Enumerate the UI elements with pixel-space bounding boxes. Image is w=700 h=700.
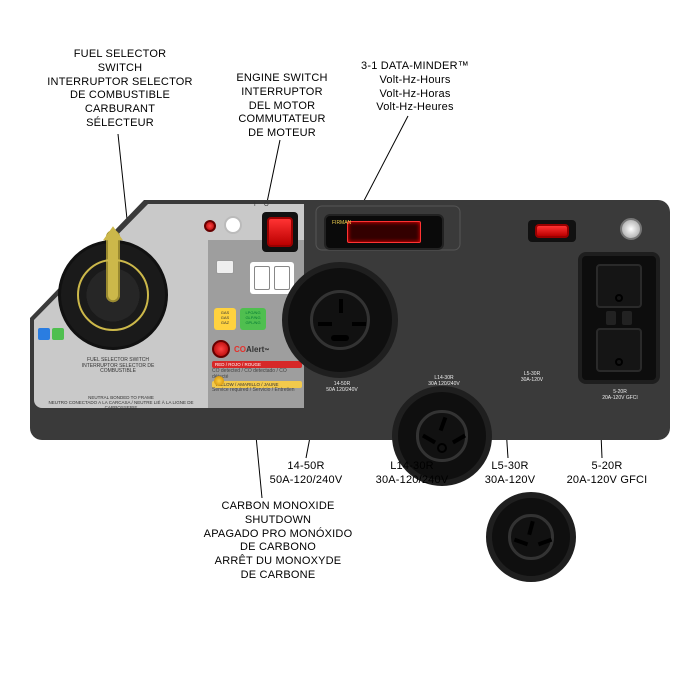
battery-icon: [216, 260, 234, 274]
co-alert-button[interactable]: [212, 340, 230, 358]
outlet-14-50r-label: 14-50R50A 120/240V: [298, 382, 386, 393]
amber-led-icon: [214, 376, 224, 386]
label-fuel-selector: FUEL SELECTOR SWITCH INTERRUPTOR SELECTO…: [40, 48, 200, 131]
aux-port[interactable]: [620, 218, 642, 240]
neutral-bonded-label: NEUTRAL BONDED TO FRAMENEUTRO CONECTADO …: [36, 396, 206, 411]
red-led-icon: [204, 220, 216, 232]
fuel-color-legend: GASGASGAZ LPG/NGGLP/NGGPL/NG: [214, 308, 266, 330]
outlet-l5-30r-label: L5-30R30A-120V: [492, 372, 572, 383]
circuit-breaker-switch[interactable]: [528, 220, 576, 242]
lpg-ng-badge: [38, 328, 64, 340]
control-panel: FUEL SELECTOR SWITCHINTERRUPTOR SELECTOR…: [30, 200, 670, 440]
label-co-shutdown: CARBON MONOXIDE SHUTDOWN APAGADO PRO MON…: [188, 500, 368, 583]
outlet-l5-30r[interactable]: [486, 492, 576, 582]
outlet-l14-30r-label: L14-30R30A 120/240V: [402, 376, 486, 387]
gas-chip: GASGASGAZ: [214, 308, 236, 330]
co-red-label: RED / ROJO / ROUGE: [212, 361, 302, 368]
diagram-stage: FUEL SELECTOR SWITCH INTERRUPTOR SELECTO…: [0, 0, 700, 700]
label-engine-switch: ENGINE SWITCH INTERRUPTOR DEL MOTOR COMM…: [212, 72, 352, 141]
outlet-14-50r[interactable]: [282, 262, 398, 378]
breaker-bank[interactable]: [250, 262, 294, 294]
fuel-selector-dial[interactable]: [58, 240, 168, 350]
indicator-lamp: [224, 216, 242, 234]
label-outlet-5-20r: 5-20R20A-120V GFCI: [552, 460, 662, 488]
outlet-gfci-label: 5-20R20A-120V GFCI: [578, 390, 662, 401]
engine-switch-io: I O: [254, 202, 269, 208]
engine-switch[interactable]: [262, 212, 298, 252]
outlet-5-20r-gfci[interactable]: [578, 252, 660, 384]
label-outlet-l14-30r: L14-30R30A-120/240V: [360, 460, 464, 488]
data-minder-display: FIRMAN: [324, 214, 444, 250]
lpg-chip: LPG/NGGLP/NGGPL/NG: [240, 308, 266, 330]
fuel-dial-sublabel: FUEL SELECTOR SWITCHINTERRUPTOR SELECTOR…: [48, 358, 188, 375]
label-outlet-14-50r: 14-50R50A-120/240V: [256, 460, 356, 488]
label-data-minder: 3-1 DATA-MINDER™ Volt-Hz-Hours Volt-Hz-H…: [340, 60, 490, 115]
label-outlet-l5-30r: L5-30R30A-120V: [466, 460, 554, 488]
